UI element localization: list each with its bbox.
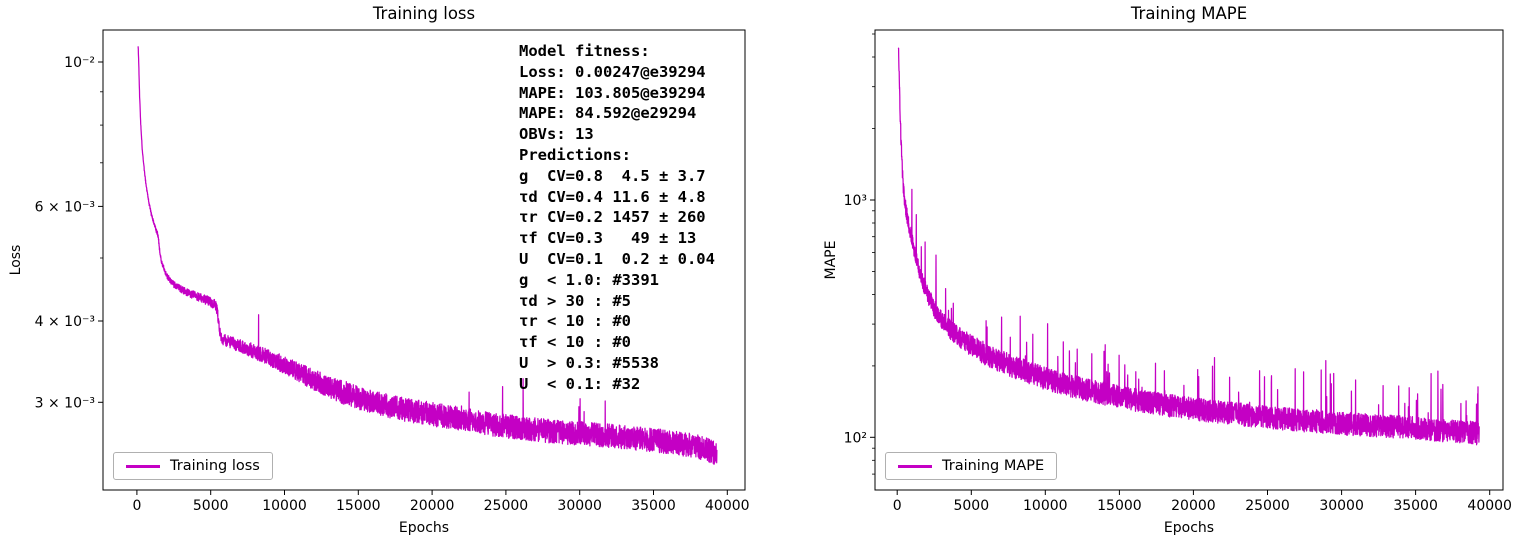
annotation-line: Loss: 0.00247@e39294 bbox=[519, 62, 706, 81]
svg-text:20000: 20000 bbox=[410, 498, 455, 514]
y-axis-label: MAPE bbox=[823, 240, 839, 280]
svg-text:30000: 30000 bbox=[1319, 498, 1364, 514]
svg-text:35000: 35000 bbox=[1393, 498, 1438, 514]
annotation-line: τr CV=0.2 1457 ± 260 bbox=[519, 208, 706, 227]
svg-text:25000: 25000 bbox=[1245, 498, 1290, 514]
svg-text:10⁻²: 10⁻² bbox=[64, 55, 95, 71]
annotation-line: Predictions: bbox=[519, 145, 631, 164]
svg-text:6 × 10⁻³: 6 × 10⁻³ bbox=[35, 199, 95, 215]
svg-text:10000: 10000 bbox=[262, 498, 307, 514]
legend: Training loss bbox=[113, 452, 273, 480]
svg-text:0: 0 bbox=[893, 498, 902, 514]
svg-text:40000: 40000 bbox=[705, 498, 750, 514]
legend-line-sample bbox=[126, 464, 160, 468]
annotation-line: U > 0.3: #5538 bbox=[519, 353, 659, 372]
annotation-line: τd > 30 : #5 bbox=[519, 291, 631, 310]
y-axis-label: Loss bbox=[8, 244, 24, 276]
x-axis-label: Epochs bbox=[1163, 520, 1215, 536]
annotation-line: τd CV=0.4 11.6 ± 4.8 bbox=[519, 187, 706, 206]
legend-label: Training MAPE bbox=[942, 458, 1045, 474]
loss-plot-svg: 0 5000 10000 15000 20000 25000 30000 35000 40000… bbox=[35, 29, 750, 514]
svg-text:4 × 10⁻³: 4 × 10⁻³ bbox=[35, 314, 95, 330]
svg-text:15000: 15000 bbox=[336, 498, 381, 514]
annotation-line: τf < 10 : #0 bbox=[519, 333, 631, 352]
annotation-line: τr < 10 : #0 bbox=[519, 312, 631, 331]
x-axis-label: Epochs bbox=[398, 520, 450, 536]
annotation-line: MAPE: 84.592@e29294 bbox=[519, 104, 697, 123]
chart-training-loss: 0 5000 10000 15000 20000 25000 30000 35000 40000… bbox=[8, 4, 750, 536]
legend-label: Training loss bbox=[170, 458, 260, 474]
svg-text:10000: 10000 bbox=[1023, 498, 1068, 514]
svg-text:0: 0 bbox=[132, 498, 141, 514]
svg-text:5000: 5000 bbox=[193, 498, 229, 514]
chart-training-mape: 0 5000 10000 15000 20000 25000 30000 35000 40000… bbox=[761, 0, 1521, 545]
annotation-line: U CV=0.1 0.2 ± 0.04 bbox=[519, 249, 715, 268]
svg-text:3 × 10⁻³: 3 × 10⁻³ bbox=[35, 395, 95, 411]
legend: Training MAPE bbox=[885, 452, 1058, 480]
svg-text:35000: 35000 bbox=[631, 498, 676, 514]
svg-text:10²: 10² bbox=[844, 430, 867, 446]
mape-plot-svg: 0 5000 10000 15000 20000 25000 30000 35000 40000… bbox=[844, 29, 1512, 514]
annotation-line: g CV=0.8 4.5 ± 3.7 bbox=[519, 166, 706, 185]
svg-text:30000: 30000 bbox=[557, 498, 602, 514]
svg-text:40000: 40000 bbox=[1467, 498, 1512, 514]
annotation-line: OBVs: 13 bbox=[519, 125, 594, 144]
annotation-line: U < 0.1: #32 bbox=[519, 374, 641, 393]
chart-title: Training MAPE bbox=[1130, 4, 1248, 23]
annotation-line: τf CV=0.3 49 ± 13 bbox=[519, 229, 697, 248]
svg-text:20000: 20000 bbox=[1171, 498, 1216, 514]
annotation-line: Model fitness: bbox=[519, 42, 650, 60]
svg-text:5000: 5000 bbox=[953, 498, 989, 514]
svg-text:10³: 10³ bbox=[844, 193, 867, 209]
svg-text:15000: 15000 bbox=[1097, 498, 1142, 514]
legend-line-sample bbox=[898, 464, 932, 468]
annotation-line: MAPE: 103.805@e39294 bbox=[519, 83, 706, 102]
svg-text:25000: 25000 bbox=[484, 498, 529, 514]
annotation-line: g < 1.0: #3391 bbox=[519, 270, 659, 289]
chart-title: Training loss bbox=[372, 4, 476, 23]
stats-annotation: Model fitness: Loss: 0.00247@e39294 MAPE: … bbox=[519, 41, 715, 395]
